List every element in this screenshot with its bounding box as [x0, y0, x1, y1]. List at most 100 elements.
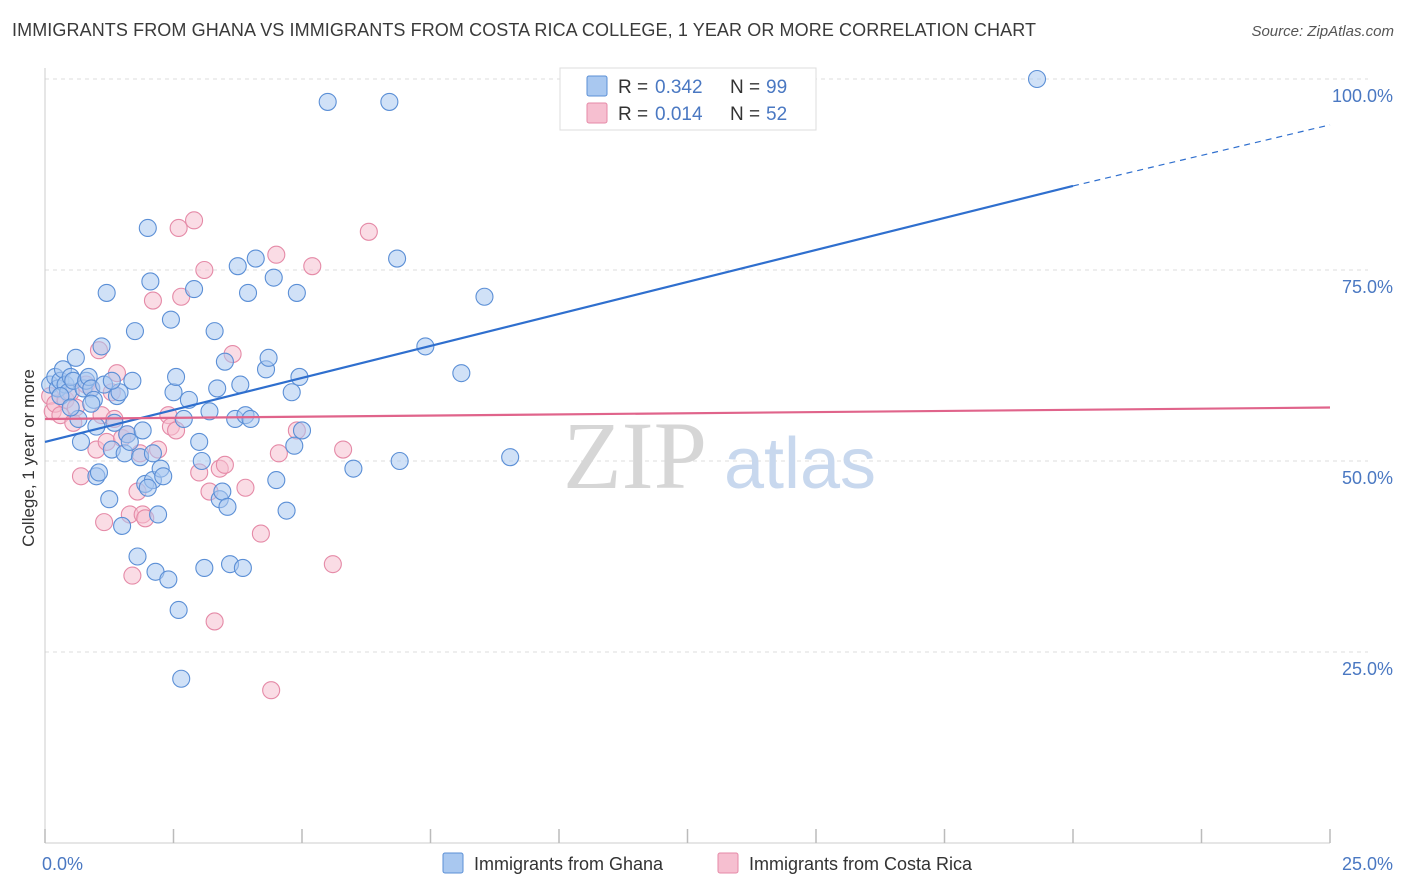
costa-rica-point	[143, 291, 162, 310]
ghana-point	[238, 283, 258, 302]
ghana-point	[241, 409, 260, 429]
ghana-point	[318, 92, 337, 111]
ghana-point	[169, 600, 188, 620]
ghana-point	[143, 444, 162, 463]
ghana-point	[215, 352, 234, 371]
ghana-point	[246, 249, 265, 268]
ghana-point	[190, 432, 209, 451]
ghana-point	[259, 348, 278, 367]
legend-r-label-costa-rica: R =	[618, 104, 648, 125]
y-tick-label: 25.0%	[1342, 659, 1393, 679]
ghana-point	[138, 218, 157, 238]
ghana-point	[380, 92, 399, 111]
ghana-point	[66, 348, 85, 367]
costa-rica-point	[205, 612, 224, 631]
tick-labels: 25.0% 50.0% 75.0% 100.0% 0.0% 25.0%	[42, 86, 1393, 874]
y-tick-label: 50.0%	[1342, 468, 1393, 488]
ghana-point	[292, 421, 312, 440]
costa-rica-point	[267, 245, 286, 264]
ghana-point	[195, 558, 214, 578]
ghana-point	[218, 497, 237, 516]
costa-rica-point	[251, 524, 270, 543]
ghana-point	[133, 421, 152, 440]
ghana-point	[82, 394, 101, 413]
costa-rica-point	[71, 467, 91, 486]
series-legend: Immigrants from Ghana Immigrants from Co…	[442, 852, 973, 874]
bottom-legend-label-ghana: Immigrants from Ghana	[474, 854, 664, 874]
ghana-trend-extension	[1072, 124, 1331, 187]
costa-rica-point	[215, 455, 234, 474]
legend-r-label-ghana: R =	[618, 77, 648, 98]
watermark-atlas: atlas	[724, 424, 876, 504]
source-note: Source: ZipAtlas.com	[1251, 23, 1394, 40]
y-axis-label: College, 1 year or more	[19, 369, 38, 547]
ghana-points	[41, 69, 1047, 688]
ghana-point	[149, 505, 168, 524]
ghana-point	[61, 398, 80, 417]
ghana-point	[264, 268, 283, 287]
ghana-point	[344, 459, 363, 478]
legend-swatch-costa-rica	[586, 102, 608, 124]
ghana-point	[205, 322, 224, 341]
ghana-point	[267, 471, 286, 490]
ghana-point	[92, 337, 111, 356]
costa-rica-point	[195, 260, 214, 280]
ghana-point	[123, 371, 142, 390]
ghana-point	[154, 467, 173, 486]
y-tick-label: 75.0%	[1342, 277, 1393, 297]
bottom-legend-swatch-ghana	[442, 852, 464, 874]
ghana-point	[208, 379, 227, 398]
costa-rica-point	[123, 566, 142, 585]
ghana-point	[102, 371, 121, 390]
ghana-point	[213, 482, 232, 501]
ghana-point	[231, 375, 250, 394]
legend-n-value-ghana: 99	[766, 77, 787, 98]
ghana-point	[233, 558, 252, 578]
costa-rica-point	[269, 444, 288, 463]
axes	[44, 68, 1331, 844]
ghana-point	[51, 387, 70, 406]
legend-n-label-costa-rica: N =	[730, 104, 760, 125]
legend-r-value-costa-rica: 0.014	[655, 104, 703, 125]
chart-title: IMMIGRANTS FROM GHANA VS IMMIGRANTS FROM…	[12, 20, 1037, 40]
bottom-legend-label-costa-rica: Immigrants from Costa Rica	[749, 854, 973, 874]
costa-rica-point	[323, 555, 342, 574]
trend-lines	[44, 124, 1331, 443]
costa-rica-points	[41, 211, 378, 700]
ghana-point	[97, 283, 116, 302]
ghana-point	[172, 669, 191, 688]
ghana-point	[159, 570, 178, 589]
watermark: ZIP atlas	[563, 402, 876, 509]
watermark-zip: ZIP	[563, 402, 707, 509]
ghana-point	[192, 451, 211, 471]
ghana-point	[161, 310, 180, 329]
costa-rica-point	[359, 222, 378, 241]
legend-r-value-ghana: 0.342	[655, 77, 703, 98]
costa-rica-trend-line	[44, 406, 1331, 421]
ghana-point	[200, 402, 219, 421]
ghana-point	[1027, 69, 1047, 89]
ghana-point	[128, 547, 147, 566]
costa-rica-point	[185, 211, 204, 230]
ghana-point	[452, 364, 471, 383]
ghana-point	[125, 322, 144, 341]
ghana-point	[228, 257, 247, 276]
costa-rica-point	[334, 440, 353, 459]
ghana-point	[89, 463, 109, 482]
ghana-point	[285, 436, 304, 455]
ghana-point	[71, 432, 91, 451]
x-tick-label: 25.0%	[1342, 854, 1393, 874]
costa-rica-point	[169, 218, 188, 238]
ghana-point	[141, 272, 160, 291]
legend-n-label-ghana: N =	[730, 77, 760, 98]
x-tick-label: 0.0%	[42, 854, 83, 874]
ghana-point	[390, 451, 409, 471]
costa-rica-point	[262, 681, 281, 700]
ghana-trend-line	[44, 184, 1074, 443]
ghana-point	[501, 448, 520, 467]
ghana-point	[174, 409, 193, 429]
ghana-point	[388, 249, 407, 268]
y-tick-label: 100.0%	[1332, 86, 1393, 106]
bottom-legend-swatch-costa-rica	[717, 852, 739, 874]
